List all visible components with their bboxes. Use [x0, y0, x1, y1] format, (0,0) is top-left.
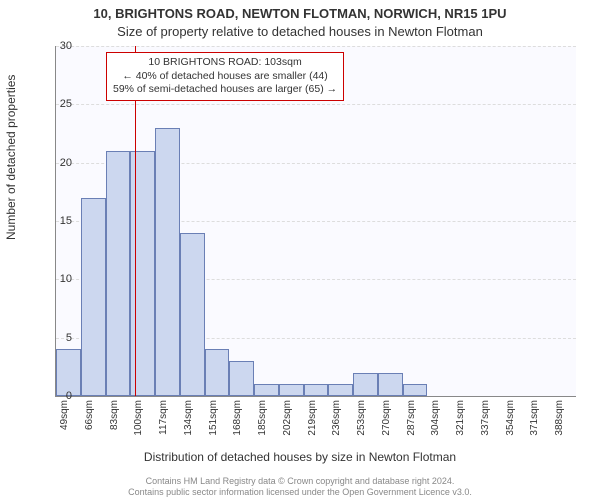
- x-tick-label: 100sqm: [133, 400, 144, 450]
- y-tick-label: 30: [32, 40, 72, 52]
- x-tick-label: 321sqm: [455, 400, 466, 450]
- y-tick-label: 20: [32, 157, 72, 169]
- histogram-bar: [180, 233, 205, 396]
- histogram-bar: [81, 198, 106, 396]
- x-tick-label: 66sqm: [84, 400, 95, 450]
- x-tick-label: 304sqm: [430, 400, 441, 450]
- chart-plot-area: 10 BRIGHTONS ROAD: 103sqm← 40% of detach…: [55, 46, 576, 397]
- x-tick-label: 83sqm: [109, 400, 120, 450]
- histogram-bar: [205, 349, 230, 396]
- footer-attribution: Contains HM Land Registry data © Crown c…: [0, 476, 600, 498]
- histogram-bar: [254, 384, 279, 396]
- histogram-bar: [279, 384, 304, 396]
- x-tick-label: 270sqm: [381, 400, 392, 450]
- x-tick-label: 253sqm: [356, 400, 367, 450]
- x-axis-label: Distribution of detached houses by size …: [0, 450, 600, 464]
- x-tick-label: 337sqm: [480, 400, 491, 450]
- footer-line1: Contains HM Land Registry data © Crown c…: [0, 476, 600, 487]
- annotation-line1: 10 BRIGHTONS ROAD: 103sqm: [113, 56, 337, 70]
- x-tick-label: 219sqm: [307, 400, 318, 450]
- x-tick-label: 168sqm: [232, 400, 243, 450]
- x-tick-label: 388sqm: [554, 400, 565, 450]
- x-tick-label: 185sqm: [257, 400, 268, 450]
- histogram-bar: [403, 384, 428, 396]
- x-tick-label: 117sqm: [158, 400, 169, 450]
- histogram-bar: [106, 151, 131, 396]
- histogram-bar: [353, 373, 378, 396]
- x-tick-label: 202sqm: [282, 400, 293, 450]
- x-tick-label: 236sqm: [331, 400, 342, 450]
- histogram-bar: [304, 384, 329, 396]
- x-tick-label: 371sqm: [529, 400, 540, 450]
- histogram-bar: [155, 128, 180, 396]
- chart-title-address: 10, BRIGHTONS ROAD, NEWTON FLOTMAN, NORW…: [0, 6, 600, 21]
- x-tick-label: 287sqm: [406, 400, 417, 450]
- y-tick-label: 5: [32, 332, 72, 344]
- annotation-line3: 59% of semi-detached houses are larger (…: [113, 83, 337, 97]
- y-tick-label: 15: [32, 215, 72, 227]
- histogram-bar: [229, 361, 254, 396]
- x-tick-label: 151sqm: [208, 400, 219, 450]
- footer-line2: Contains public sector information licen…: [0, 487, 600, 498]
- x-tick-label: 354sqm: [505, 400, 516, 450]
- x-tick-label: 49sqm: [59, 400, 70, 450]
- y-axis-label: Number of detached properties: [4, 75, 18, 240]
- annotation-line2: ← 40% of detached houses are smaller (44…: [113, 70, 337, 84]
- x-tick-label: 134sqm: [183, 400, 194, 450]
- y-tick-label: 10: [32, 273, 72, 285]
- annotation-box: 10 BRIGHTONS ROAD: 103sqm← 40% of detach…: [106, 52, 344, 101]
- histogram-bar: [56, 349, 81, 396]
- y-tick-label: 25: [32, 98, 72, 110]
- chart-title-subtitle: Size of property relative to detached ho…: [0, 24, 600, 39]
- histogram-bar: [378, 373, 403, 396]
- histogram-bar: [328, 384, 353, 396]
